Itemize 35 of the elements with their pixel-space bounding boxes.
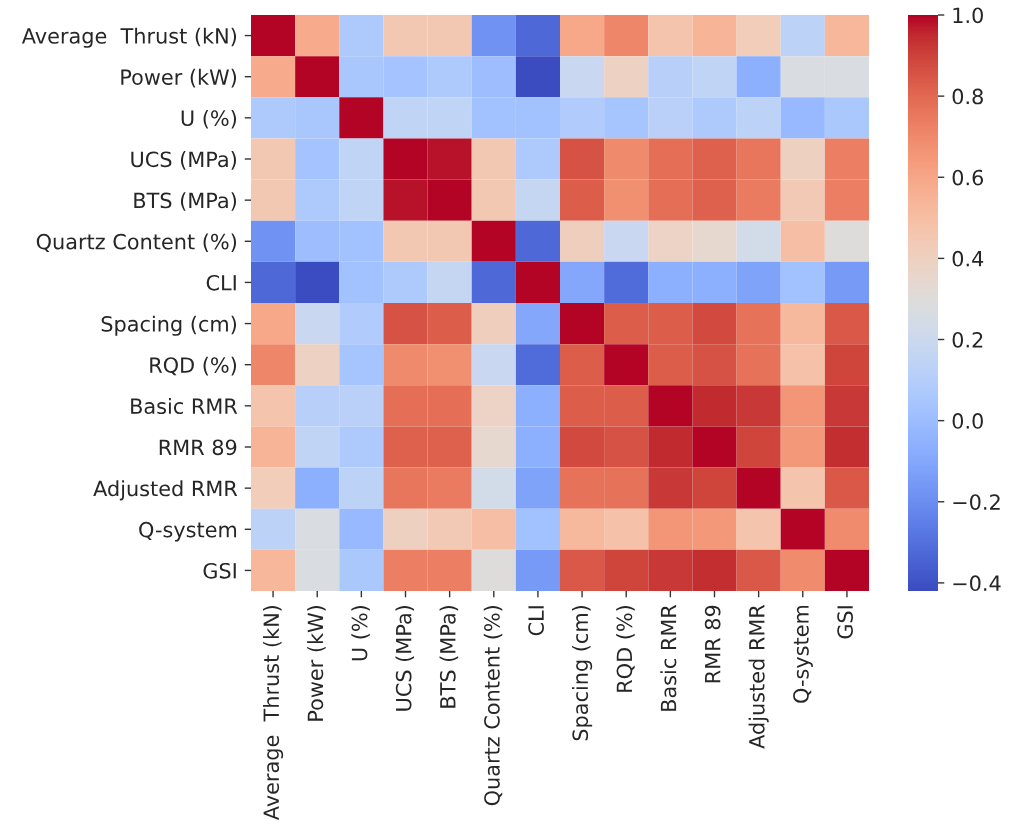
color-bar-label: 0.8 — [952, 88, 983, 105]
y-tick-label: CLI — [206, 274, 236, 291]
color-bar-label: 0.4 — [952, 250, 984, 267]
x-tick-label: U (%) — [351, 605, 370, 661]
y-tick-label: U (%) — [181, 109, 237, 129]
x-tick-label: CLI — [528, 606, 544, 636]
color-bar-label: 1.0 — [953, 7, 983, 24]
color-bar-label: −0.4 — [953, 575, 1001, 592]
x-tick-label: Spacing (cm) — [571, 605, 593, 741]
y-tick-label: Q-system — [139, 521, 237, 542]
x-tick-label: Power (kW) — [307, 605, 326, 721]
color-bar-label: 0.0 — [952, 413, 983, 429]
x-tick-label: Quartz Content (%) — [483, 605, 503, 806]
color-bar-label: 0.6 — [952, 169, 984, 186]
x-tick-label: GSI — [837, 606, 853, 639]
x-tick-label: UCS (MPa) — [395, 605, 414, 711]
x-tick-label: RQD (%) — [616, 605, 635, 692]
color-bar-label: 0.2 — [952, 331, 983, 348]
y-tick-label: RMR 89 — [159, 439, 237, 456]
x-tick-label: Adjusted RMR — [748, 604, 769, 749]
x-tick-label: RMR 89 — [704, 605, 721, 683]
x-tick-label: Q-system — [793, 605, 813, 703]
x-tick-label: BTS (MPa) — [439, 605, 459, 708]
y-tick-label: BTS (MPa) — [134, 192, 237, 211]
y-tick-label: GSI — [203, 562, 236, 579]
y-tick-label: Adjusted RMR — [93, 480, 238, 501]
y-tick-label: UCS (MPa) — [131, 151, 237, 170]
color-bar-label: −0.2 — [953, 494, 1000, 510]
x-tick-label: Basic RMR — [660, 604, 677, 711]
y-tick-label: Quartz Content (%) — [36, 233, 237, 252]
y-tick-label: Basic RMR — [131, 397, 238, 415]
y-tick-label: Spacing (cm) — [101, 315, 237, 336]
y-tick-label: RQD (%) — [150, 356, 237, 376]
y-tick-label: Average Thrust (kN) — [21, 27, 237, 48]
y-tick-label: Power (kW) — [121, 68, 237, 88]
